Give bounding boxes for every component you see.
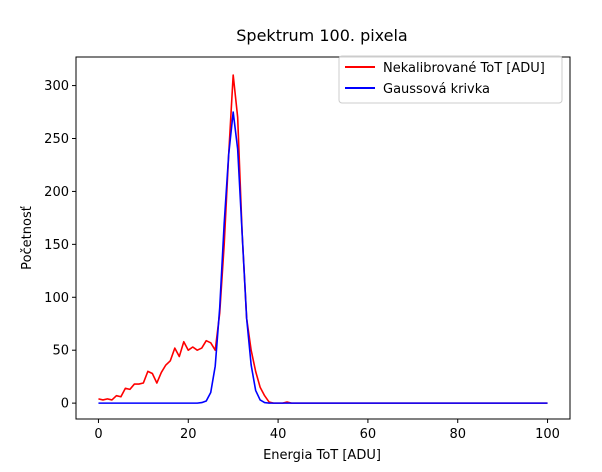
legend-box — [338, 55, 563, 104]
x-tick-label: 100 — [535, 427, 560, 442]
y-tick-label: 50 — [52, 344, 69, 359]
y-axis-label: Početnosť — [20, 206, 35, 270]
y-tick-label: 100 — [44, 291, 69, 306]
x-tick-label: 0 — [94, 427, 102, 442]
y-tick-label: 250 — [44, 132, 69, 147]
x-tick-label: 80 — [449, 427, 466, 442]
legend-label-nekalibrovane: Nekalibrované ToT [ADU] — [383, 61, 545, 76]
chart-title: Spektrum 100. pixela — [236, 26, 407, 45]
plot-frame — [75, 56, 571, 420]
y-tick-label: 150 — [44, 238, 69, 253]
x-axis-ticks: 0 20 40 60 80 100 — [94, 419, 560, 442]
y-tick-label: 0 — [61, 397, 69, 412]
y-axis-ticks: 0 50 100 150 200 250 300 — [44, 79, 76, 412]
x-tick-label: 20 — [180, 427, 197, 442]
x-tick-label: 60 — [360, 427, 377, 442]
series-line-1 — [98, 111, 548, 404]
legend-label-gauss: Gaussová krivka — [383, 82, 490, 97]
x-tick-label: 40 — [270, 427, 287, 442]
x-axis-label: Energia ToT [ADU] — [263, 448, 381, 463]
y-tick-label: 300 — [44, 79, 69, 94]
plot-area — [75, 56, 571, 420]
series-layer — [98, 74, 548, 404]
legend: Nekalibrované ToT [ADU] Gaussová krivka — [338, 55, 563, 104]
y-tick-label: 200 — [44, 185, 69, 200]
